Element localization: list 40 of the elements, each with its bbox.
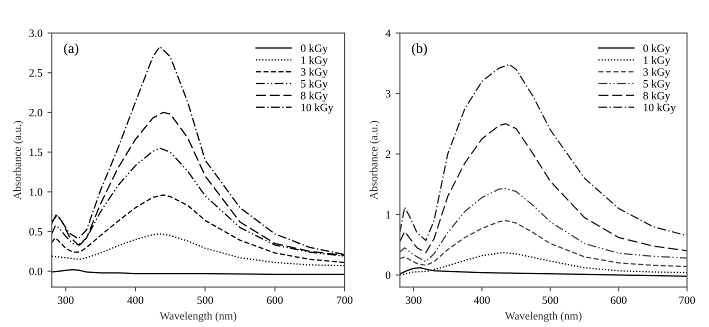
x-tick-label: 700 xyxy=(679,296,695,304)
legend-label: 3 kGy xyxy=(643,68,670,78)
y-tick-label: 0.5 xyxy=(29,228,42,236)
annotation: (a) xyxy=(64,43,78,56)
y-tick-label: 0.0 xyxy=(29,268,42,276)
annotation: (b) xyxy=(412,43,427,56)
x-tick-label: 600 xyxy=(610,296,627,304)
x-axis-title: Wavelength (nm) xyxy=(160,312,236,322)
x-tick-label: 400 xyxy=(474,296,490,304)
legend-label: 0 kGy xyxy=(643,44,670,54)
x-tick-label: 300 xyxy=(406,296,422,304)
y-tick-label: 2.5 xyxy=(29,69,42,77)
legend-label: 1 kGy xyxy=(644,56,670,66)
x-tick-label: 500 xyxy=(542,296,558,304)
y-axis-title: Absorbance (a.u.) xyxy=(13,120,24,200)
y-axis-title: Absorbance (a.u.) xyxy=(370,120,380,200)
legend-label: 0 kGy xyxy=(300,44,328,54)
legend-label: 1 kGy xyxy=(301,56,328,66)
y-tick-label: 0 xyxy=(386,271,390,279)
x-tick-label: 300 xyxy=(58,296,74,304)
y-tick-label: 3 xyxy=(386,90,390,98)
y-tick-label: 2 xyxy=(386,150,390,158)
legend-label: 3 kGy xyxy=(300,68,328,78)
legend-label: 5 kGy xyxy=(644,80,670,90)
x-axis-title: Wavelength (nm) xyxy=(504,312,582,322)
legend-label: 8 kGy xyxy=(300,92,328,102)
y-tick-label: 2.0 xyxy=(29,108,42,116)
legend-label: 5 kGy xyxy=(301,80,328,90)
y-tick-label: 3.0 xyxy=(29,29,42,38)
legend-label: 8 kGy xyxy=(643,92,670,102)
x-tick-label: 500 xyxy=(197,296,214,304)
x-tick-label: 700 xyxy=(336,296,352,304)
x-tick-label: 400 xyxy=(127,296,144,304)
legend-label: 10 kGy xyxy=(644,103,676,114)
y-tick-label: 1.5 xyxy=(30,148,42,156)
y-tick-label: 1.0 xyxy=(30,188,42,196)
x-tick-label: 600 xyxy=(267,296,283,304)
y-tick-label: 4 xyxy=(386,30,391,37)
legend-label: 10 kGy xyxy=(301,103,334,114)
y-tick-label: 1 xyxy=(386,211,390,218)
